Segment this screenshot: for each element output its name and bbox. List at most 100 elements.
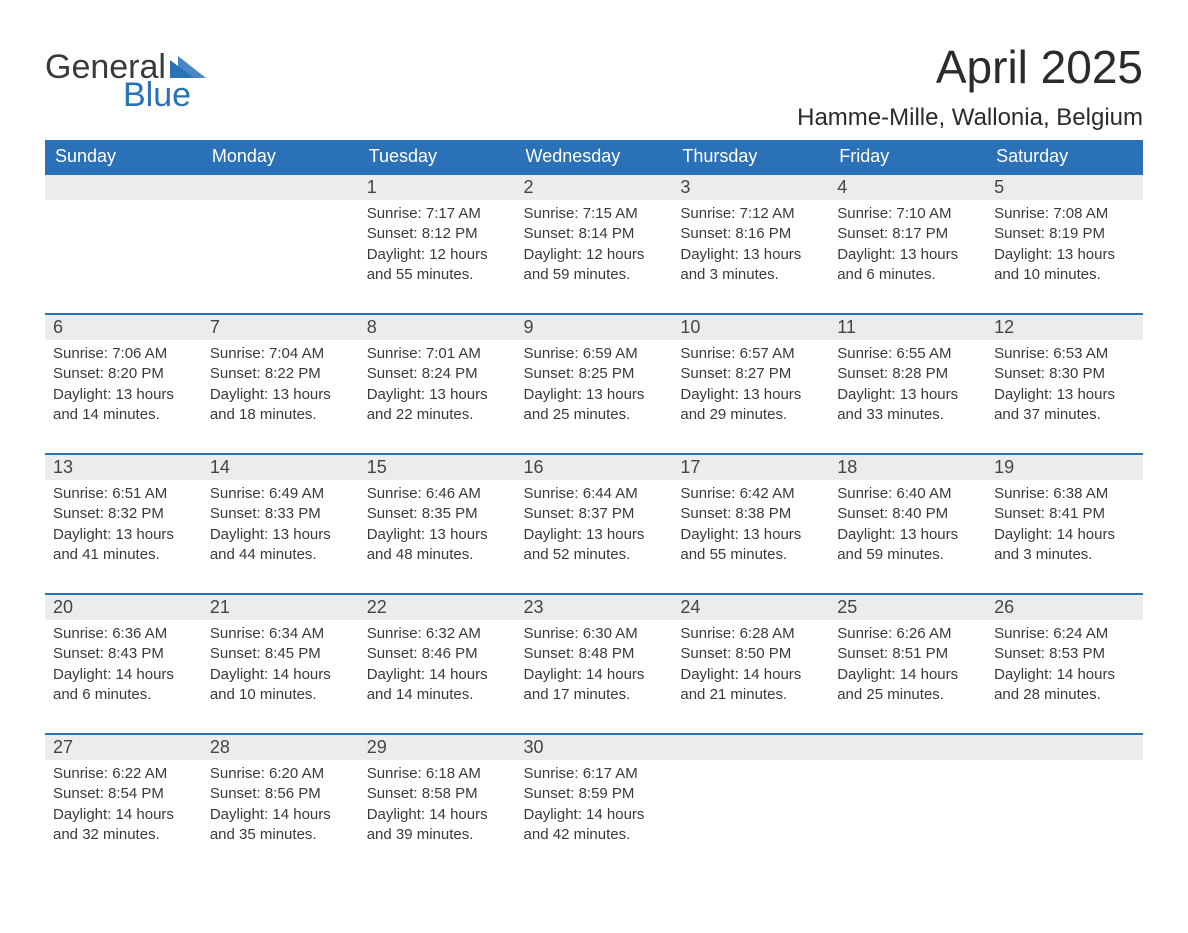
calendar-day-cell [829,733,986,873]
day-number-bar [829,733,986,760]
calendar-day-cell [986,733,1143,873]
day-data: Sunrise: 6:26 AMSunset: 8:51 PMDaylight:… [829,620,986,715]
sunrise-line: Sunrise: 6:59 AM [524,344,665,364]
day-data: Sunrise: 6:36 AMSunset: 8:43 PMDaylight:… [45,620,202,715]
day-data: Sunrise: 6:32 AMSunset: 8:46 PMDaylight:… [359,620,516,715]
daylight-line: Daylight: 13 hours and 18 minutes. [210,385,351,426]
daylight-line: Daylight: 13 hours and 3 minutes. [680,245,821,286]
sunrise-line: Sunrise: 6:17 AM [524,764,665,784]
sunrise-line: Sunrise: 6:24 AM [994,624,1135,644]
weekday-header: Wednesday [516,140,673,173]
weekday-header: Friday [829,140,986,173]
sunrise-line: Sunrise: 6:44 AM [524,484,665,504]
day-number-bar: 3 [672,173,829,200]
sunset-line: Sunset: 8:54 PM [53,784,194,804]
day-number-bar: 6 [45,313,202,340]
day-number-bar: 7 [202,313,359,340]
day-data: Sunrise: 6:46 AMSunset: 8:35 PMDaylight:… [359,480,516,575]
sunrise-line: Sunrise: 7:10 AM [837,204,978,224]
calendar-day-cell: 23Sunrise: 6:30 AMSunset: 8:48 PMDayligh… [516,593,673,733]
calendar-day-cell: 30Sunrise: 6:17 AMSunset: 8:59 PMDayligh… [516,733,673,873]
sunset-line: Sunset: 8:56 PM [210,784,351,804]
day-number-bar: 4 [829,173,986,200]
calendar-day-cell [45,173,202,313]
daylight-line: Daylight: 14 hours and 6 minutes. [53,665,194,706]
day-number-bar: 17 [672,453,829,480]
sunrise-line: Sunrise: 6:32 AM [367,624,508,644]
sunset-line: Sunset: 8:45 PM [210,644,351,664]
sunrise-line: Sunrise: 7:15 AM [524,204,665,224]
sunset-line: Sunset: 8:38 PM [680,504,821,524]
day-data: Sunrise: 6:30 AMSunset: 8:48 PMDaylight:… [516,620,673,715]
daylight-line: Daylight: 14 hours and 32 minutes. [53,805,194,846]
daylight-line: Daylight: 14 hours and 35 minutes. [210,805,351,846]
weekday-header: Thursday [672,140,829,173]
day-number-bar: 15 [359,453,516,480]
calendar-day-cell: 22Sunrise: 6:32 AMSunset: 8:46 PMDayligh… [359,593,516,733]
calendar-day-cell [672,733,829,873]
daylight-line: Daylight: 13 hours and 59 minutes. [837,525,978,566]
daylight-line: Daylight: 12 hours and 55 minutes. [367,245,508,286]
sunrise-line: Sunrise: 7:08 AM [994,204,1135,224]
sunrise-line: Sunrise: 7:12 AM [680,204,821,224]
day-number-bar: 19 [986,453,1143,480]
daylight-line: Daylight: 13 hours and 10 minutes. [994,245,1135,286]
daylight-line: Daylight: 13 hours and 33 minutes. [837,385,978,426]
day-data: Sunrise: 7:08 AMSunset: 8:19 PMDaylight:… [986,200,1143,295]
sunset-line: Sunset: 8:41 PM [994,504,1135,524]
sunset-line: Sunset: 8:24 PM [367,364,508,384]
day-data: Sunrise: 6:51 AMSunset: 8:32 PMDaylight:… [45,480,202,575]
daylight-line: Daylight: 13 hours and 41 minutes. [53,525,194,566]
daylight-line: Daylight: 12 hours and 59 minutes. [524,245,665,286]
day-number-bar: 23 [516,593,673,620]
sunrise-line: Sunrise: 6:57 AM [680,344,821,364]
day-number-bar: 30 [516,733,673,760]
daylight-line: Daylight: 14 hours and 21 minutes. [680,665,821,706]
sunset-line: Sunset: 8:33 PM [210,504,351,524]
day-number-bar: 20 [45,593,202,620]
sunrise-line: Sunrise: 6:49 AM [210,484,351,504]
sunset-line: Sunset: 8:12 PM [367,224,508,244]
sunrise-line: Sunrise: 7:01 AM [367,344,508,364]
calendar-day-cell: 24Sunrise: 6:28 AMSunset: 8:50 PMDayligh… [672,593,829,733]
sunrise-line: Sunrise: 6:26 AM [837,624,978,644]
calendar-day-cell: 7Sunrise: 7:04 AMSunset: 8:22 PMDaylight… [202,313,359,453]
day-number-bar: 8 [359,313,516,340]
sunset-line: Sunset: 8:37 PM [524,504,665,524]
calendar-table: Sunday Monday Tuesday Wednesday Thursday… [45,140,1143,873]
page-title: April 2025 [797,40,1143,94]
daylight-line: Daylight: 14 hours and 25 minutes. [837,665,978,706]
day-data: Sunrise: 7:12 AMSunset: 8:16 PMDaylight:… [672,200,829,295]
day-data: Sunrise: 7:06 AMSunset: 8:20 PMDaylight:… [45,340,202,435]
daylight-line: Daylight: 13 hours and 6 minutes. [837,245,978,286]
day-data: Sunrise: 6:28 AMSunset: 8:50 PMDaylight:… [672,620,829,715]
daylight-line: Daylight: 13 hours and 25 minutes. [524,385,665,426]
sunrise-line: Sunrise: 6:34 AM [210,624,351,644]
calendar-day-cell: 25Sunrise: 6:26 AMSunset: 8:51 PMDayligh… [829,593,986,733]
day-data: Sunrise: 6:55 AMSunset: 8:28 PMDaylight:… [829,340,986,435]
day-number-bar [202,173,359,200]
weekday-header: Sunday [45,140,202,173]
day-data: Sunrise: 6:34 AMSunset: 8:45 PMDaylight:… [202,620,359,715]
sunrise-line: Sunrise: 7:17 AM [367,204,508,224]
sunrise-line: Sunrise: 6:40 AM [837,484,978,504]
header: General Blue April 2025 Hamme-Mille, Wal… [45,40,1143,132]
sunset-line: Sunset: 8:46 PM [367,644,508,664]
sunset-line: Sunset: 8:19 PM [994,224,1135,244]
day-number-bar [45,173,202,200]
calendar-day-cell: 29Sunrise: 6:18 AMSunset: 8:58 PMDayligh… [359,733,516,873]
daylight-line: Daylight: 14 hours and 39 minutes. [367,805,508,846]
calendar-day-cell: 2Sunrise: 7:15 AMSunset: 8:14 PMDaylight… [516,173,673,313]
daylight-line: Daylight: 14 hours and 14 minutes. [367,665,508,706]
weekday-header: Tuesday [359,140,516,173]
sunset-line: Sunset: 8:48 PM [524,644,665,664]
weekday-header-row: Sunday Monday Tuesday Wednesday Thursday… [45,140,1143,173]
day-data: Sunrise: 6:40 AMSunset: 8:40 PMDaylight:… [829,480,986,575]
calendar-day-cell: 13Sunrise: 6:51 AMSunset: 8:32 PMDayligh… [45,453,202,593]
sunset-line: Sunset: 8:53 PM [994,644,1135,664]
daylight-line: Daylight: 13 hours and 52 minutes. [524,525,665,566]
calendar-day-cell: 8Sunrise: 7:01 AMSunset: 8:24 PMDaylight… [359,313,516,453]
day-data: Sunrise: 6:17 AMSunset: 8:59 PMDaylight:… [516,760,673,855]
calendar-day-cell: 15Sunrise: 6:46 AMSunset: 8:35 PMDayligh… [359,453,516,593]
sunrise-line: Sunrise: 7:06 AM [53,344,194,364]
